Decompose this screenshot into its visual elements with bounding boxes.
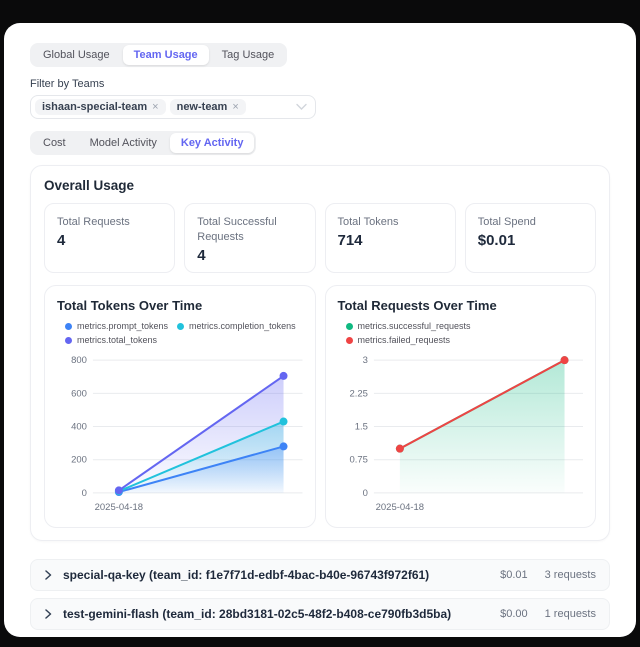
stat-total-tokens: Total Tokens 714 [324, 203, 456, 273]
tokens-chart-card: Total Tokens Over Time metrics.prompt_to… [44, 285, 316, 528]
filter-teams-label: Filter by Teams [30, 78, 105, 90]
svg-text:0.75: 0.75 [349, 455, 367, 466]
legend-dot-icon [177, 322, 185, 330]
legend-item-metrics-total_tokens: metrics.total_tokens [65, 335, 157, 345]
tokens-chart-legend: metrics.prompt_tokens metrics.completion_… [65, 321, 303, 347]
svg-text:2025-04-18: 2025-04-18 [95, 502, 143, 513]
legend-item-metrics-successful_requests: metrics.successful_requests [345, 321, 471, 331]
chevron-down-icon [296, 103, 307, 111]
key-row-requests: 3 requests [544, 569, 596, 581]
stat-label: Total Tokens [337, 216, 399, 228]
svg-text:0: 0 [362, 488, 367, 499]
stat-label: Total Successful Requests [197, 216, 277, 243]
tab-team-usage[interactable]: Team Usage [122, 45, 209, 65]
chevron-right-icon [45, 609, 52, 619]
key-row-spend: $0.01 [500, 569, 528, 581]
requests-chart-svg: 0 0.75 1.5 2.25 3 2025-04-18 [349, 355, 583, 513]
requests-chart-legend: metrics.successful_requests metrics.faile… [345, 321, 584, 347]
overall-usage-card: Overall Usage Total Requests 4 Total Suc… [30, 165, 610, 541]
stat-value: 4 [57, 231, 66, 249]
tab-key-activity[interactable]: Key Activity [169, 133, 255, 153]
svg-text:2.25: 2.25 [349, 388, 367, 399]
svg-text:600: 600 [71, 388, 87, 399]
chevron-right-icon [45, 570, 52, 580]
team-tag-new-team[interactable]: new-team × [169, 99, 246, 115]
key-row-label: test-gemini-flash (team_id: 28bd3181-02c… [63, 607, 452, 621]
team-tag-ishaan-special-team[interactable]: ishaan-special-team × [35, 99, 166, 115]
key-row-label: special-qa-key (team_id: f1e7f71d-edbf-4… [63, 568, 430, 582]
team-tag-label: new-team [176, 101, 228, 113]
legend-item-metrics-failed_requests: metrics.failed_requests [345, 335, 450, 345]
stat-value: 4 [197, 246, 206, 264]
key-row-requests: 1 requests [544, 608, 596, 620]
usage-tab-bar: Global Usage Team Usage Tag Usage [30, 43, 288, 67]
legend-dot-icon [345, 336, 353, 344]
legend-item-metrics-prompt_tokens: metrics.prompt_tokens [65, 321, 168, 331]
svg-text:3: 3 [362, 355, 367, 366]
svg-text:0: 0 [82, 488, 87, 499]
key-rows-list: special-qa-key (team_id: f1e7f71d-edbf-4… [30, 559, 610, 630]
dashboard-window: Global Usage Team Usage Tag Usage Filter… [4, 23, 636, 637]
tokens-chart-title: Total Tokens Over Time [57, 298, 203, 313]
legend-dot-icon [65, 336, 72, 344]
stat-label: Total Spend [477, 216, 536, 228]
stat-total-requests: Total Requests 4 [44, 203, 176, 273]
stats-grid: Total Requests 4 Total Successful Reques… [44, 203, 596, 273]
team-tag-label: ishaan-special-team [42, 101, 148, 113]
legend-dot-icon [65, 322, 72, 330]
remove-tag-icon[interactable]: × [232, 101, 239, 113]
activity-tab-bar: Cost Model Activity Key Activity [30, 131, 257, 155]
requests-chart-card: Total Requests Over Time metrics.success… [324, 285, 596, 528]
requests-chart-title: Total Requests Over Time [337, 298, 497, 313]
key-row-test-gemini-flash[interactable]: test-gemini-flash (team_id: 28bd3181-02c… [30, 598, 610, 630]
tab-cost[interactable]: Cost [43, 137, 66, 149]
key-row-spend: $0.00 [500, 608, 528, 620]
stat-value: $0.01 [477, 231, 516, 249]
svg-text:400: 400 [71, 422, 87, 433]
stat-value: 714 [337, 231, 363, 249]
stat-total-successful-requests: Total Successful Requests 4 [184, 203, 316, 273]
key-row-special-qa-key[interactable]: special-qa-key (team_id: f1e7f71d-edbf-4… [30, 559, 610, 591]
svg-text:2025-04-18: 2025-04-18 [375, 502, 423, 513]
legend-dot-icon [345, 322, 353, 330]
legend-item-metrics-completion_tokens: metrics.completion_tokens [177, 321, 296, 331]
svg-text:1.5: 1.5 [354, 422, 367, 433]
tab-model-activity[interactable]: Model Activity [89, 137, 157, 149]
stat-total-spend: Total Spend $0.01 [464, 203, 596, 273]
overall-usage-title: Overall Usage [44, 178, 135, 193]
tab-global-usage[interactable]: Global Usage [43, 49, 110, 61]
team-filter-select[interactable]: ishaan-special-team × new-team × [30, 95, 316, 119]
remove-tag-icon[interactable]: × [152, 101, 159, 113]
svg-text:800: 800 [71, 355, 87, 366]
tab-tag-usage[interactable]: Tag Usage [221, 49, 275, 61]
tokens-chart-svg: 0 200 400 600 800 2025-04-18 [71, 355, 303, 513]
charts-grid: Total Tokens Over Time metrics.prompt_to… [44, 285, 596, 528]
stat-label: Total Requests [57, 216, 130, 228]
svg-text:200: 200 [71, 455, 87, 466]
